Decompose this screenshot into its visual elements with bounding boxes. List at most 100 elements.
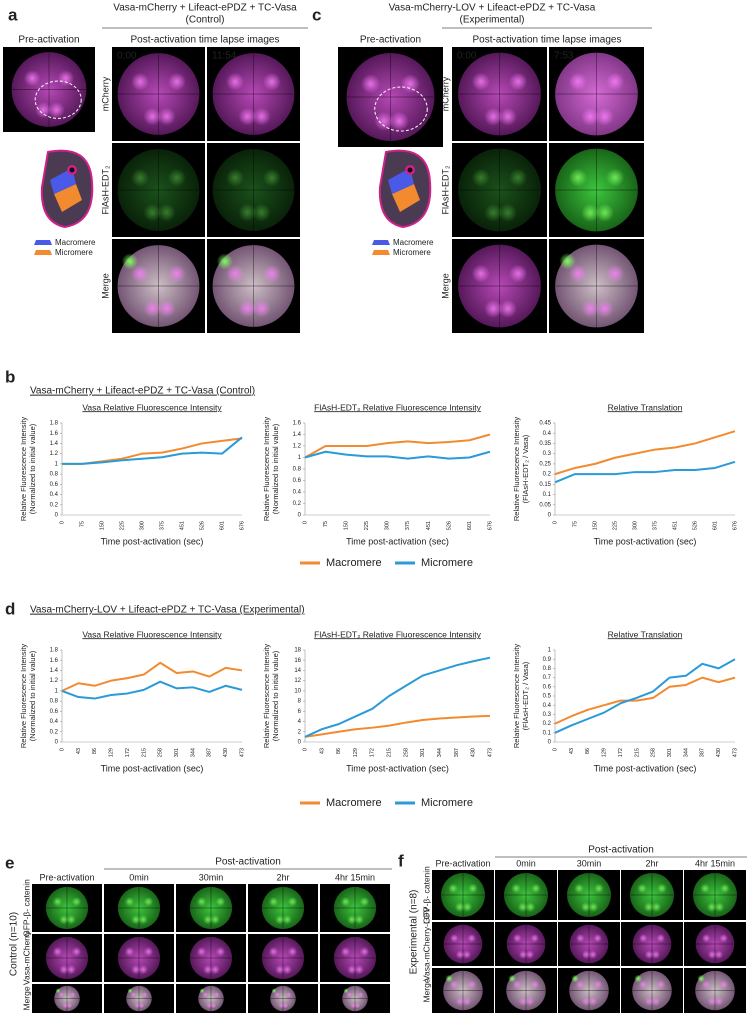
spot [157,299,176,318]
spot [462,950,472,959]
y-tick-label: 1.4 [293,432,302,438]
y-tick-label: 0.6 [50,482,59,488]
spot [581,997,591,1006]
y-tick-label: 1.4 [50,668,59,674]
spot [124,897,135,907]
x-tick-label: 258 [158,748,164,757]
spot [484,107,503,126]
y-tick-label: 8 [298,699,302,705]
spot [138,914,148,925]
x-tick-label: 0 [302,521,308,524]
spot [467,980,477,989]
spot [531,883,541,894]
spot [350,1002,356,1009]
spot [215,947,226,957]
chart-title: FlAsH-EDT₂ Relative Fluorescence Intensi… [314,402,481,412]
x-tick-label: 258 [651,748,657,757]
column-label: Post-activation [588,845,654,856]
column-label: Pre-activation [39,872,94,882]
spot [445,974,454,983]
spot [340,897,351,907]
spot [167,72,186,91]
spot [651,997,661,1006]
column-label: Pre-activation [435,858,490,868]
spot [467,933,476,943]
row-label: Merge [421,978,431,1002]
spot [518,997,528,1006]
x-tick-label: 344 [190,748,196,757]
spot [644,950,654,959]
x-tick-label: 375 [652,521,658,530]
y-tick-label: 0.4 [50,492,59,498]
y-tick-label: 10 [294,688,301,694]
spot [23,70,41,87]
column-label: 2hr [645,858,658,868]
spot [606,72,625,91]
spot [656,980,666,989]
row-label: Merge [21,986,31,1010]
x-axis-label: Time post-activation (sec) [346,763,449,773]
y-tick-label: 1.2 [50,678,59,684]
y-tick-label: 0.6 [50,709,59,715]
x-tick-label: 0 [552,748,558,751]
spot [262,168,281,187]
y-tick-label: 1 [55,688,59,694]
series-line [304,450,491,460]
y-tick-label: 1.8 [50,648,59,654]
y-tick-label: 14 [294,668,301,674]
micromere-shape [54,184,82,212]
y-tick-label: 1.6 [293,421,302,427]
time-label: 7:53 [554,51,574,62]
spot [525,997,535,1006]
spot [354,964,364,975]
x-tick-label: 75 [79,521,85,527]
spot [637,883,647,894]
spot [455,950,465,959]
y-tick-label: 0.2 [293,501,302,507]
column-label: 2hr [276,872,289,882]
x-tick-label: 129 [602,748,608,757]
y-tick-label: 0.15 [539,482,551,488]
spot [143,947,154,957]
x-tick-label: 676 [239,521,245,530]
spot [525,950,535,959]
y-tick-label: 0.7 [543,675,552,681]
y-axis-label: Relative Fluorescence Intensity [262,417,271,521]
y-tick-label: 0.05 [539,502,551,508]
series-line [554,658,736,734]
spot [52,947,63,957]
spot [55,988,61,994]
y-axis-label: (FlAsH-EDT₂ / Vasa) [521,661,530,730]
y-tick-label: 1 [548,648,552,654]
x-tick-label: 375 [405,521,411,530]
spot [455,997,465,1006]
x-tick-label: 526 [199,521,205,530]
x-tick-label: 473 [239,748,245,757]
spot [588,902,599,912]
x-tick-label: 601 [467,521,473,530]
column-label: 4hr 15min [335,872,375,882]
y-tick-label: 0 [548,513,552,519]
row-label: Vasa-mCherry [21,930,31,985]
y-tick-label: 0.1 [543,730,552,736]
y-tick-label: 0.2 [543,721,552,727]
chart-title: FlAsH-EDT₂ Relative Fluorescence Intensi… [314,629,481,639]
spot [374,111,394,131]
y-tick-label: 0.8 [543,666,552,672]
spot [196,897,207,907]
legend-label: Micromere [55,248,93,257]
spot [282,1002,289,1009]
legend-label: Micromere [393,248,431,257]
spot [226,72,245,91]
row-label: Vasa-mCherry-LOV [421,907,431,981]
spot [509,264,528,283]
spot [131,168,150,187]
x-axis-label: Time post-activation (sec) [346,536,449,546]
y-tick-label: 0 [298,513,302,519]
x-tick-label: 526 [446,521,452,530]
legend-swatch [34,240,52,245]
y-tick-label: 0.8 [50,699,59,705]
column-label: Pre-activation [18,35,79,46]
spot [508,974,517,983]
